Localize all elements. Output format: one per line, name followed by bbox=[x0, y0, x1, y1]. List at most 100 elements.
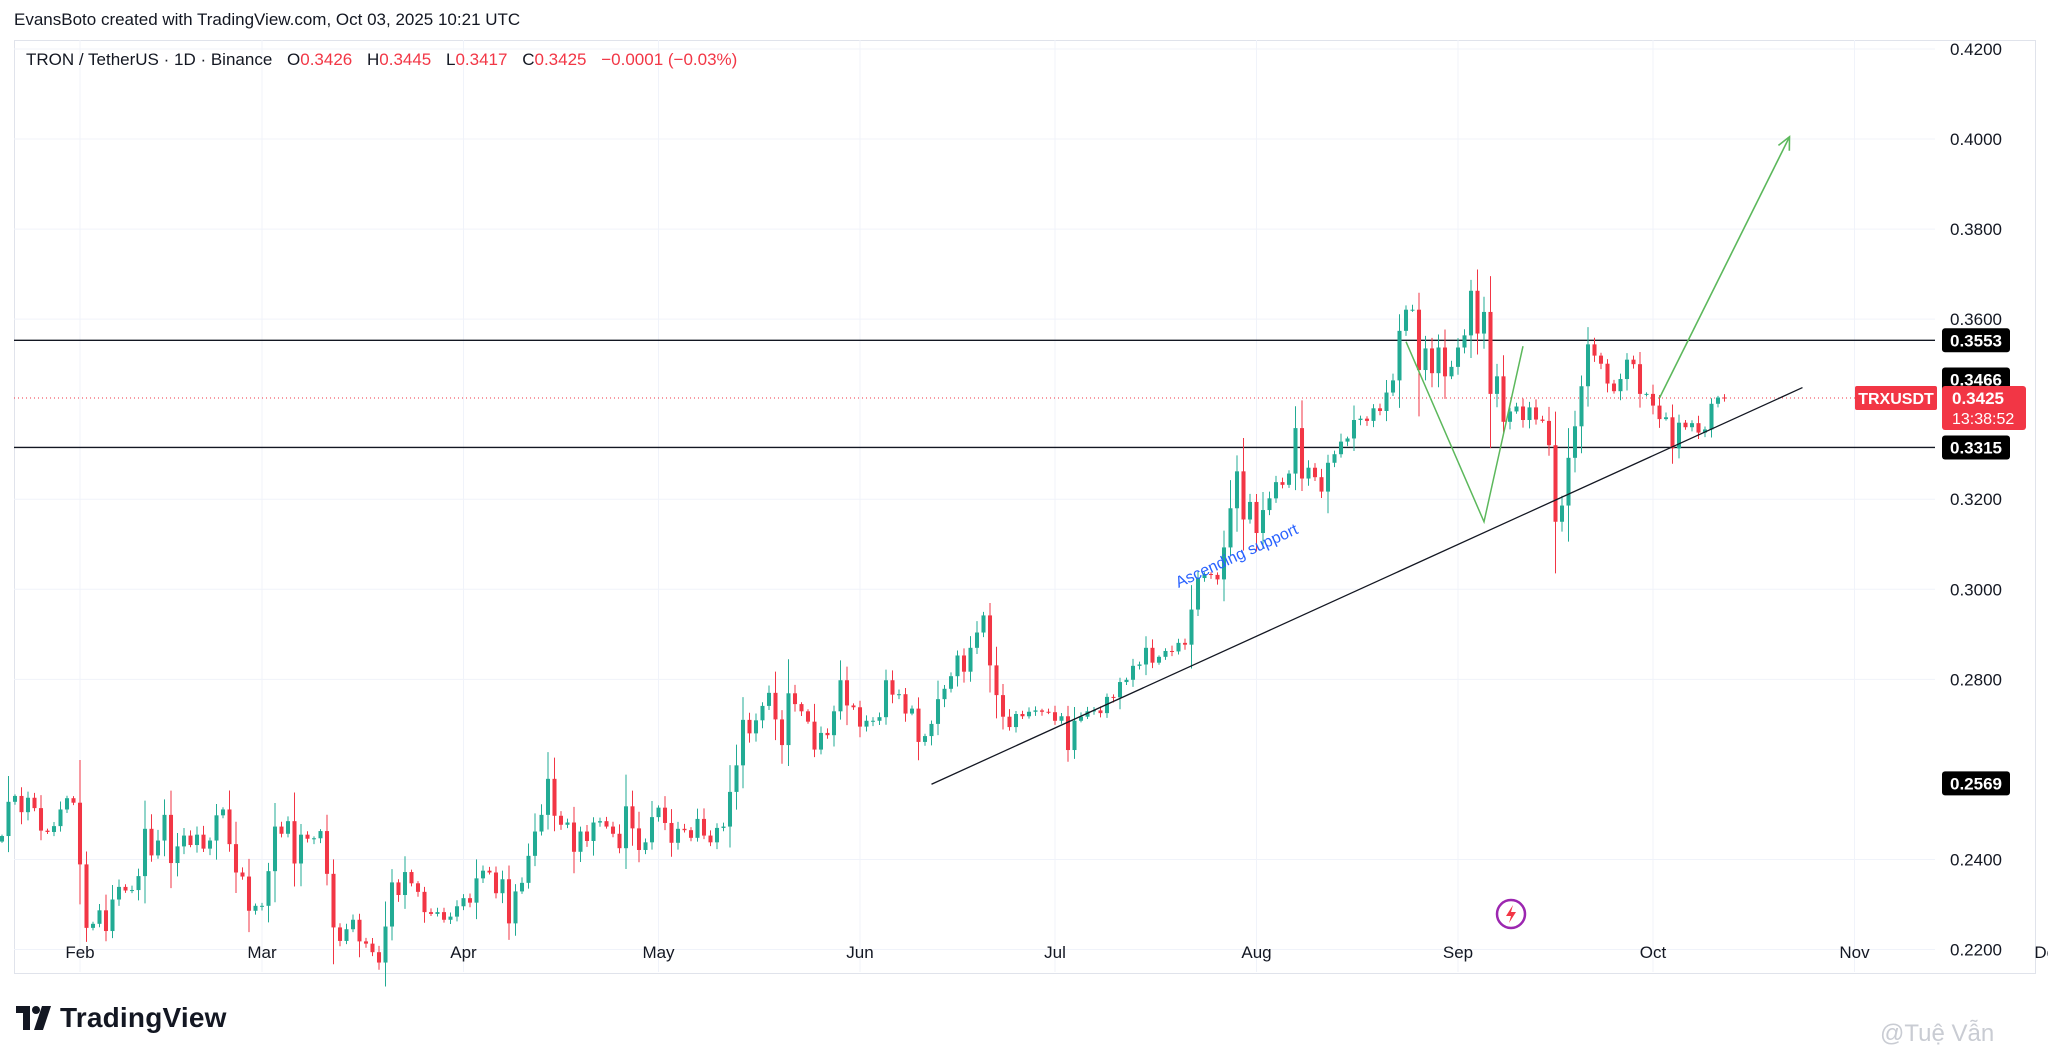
candle-body bbox=[1124, 679, 1129, 683]
candle-body bbox=[1332, 454, 1337, 463]
candle-body bbox=[214, 815, 219, 841]
candle bbox=[1332, 450, 1337, 468]
candle-body bbox=[422, 891, 427, 913]
candle-body bbox=[227, 809, 232, 845]
candle-body bbox=[1293, 428, 1298, 474]
candle bbox=[922, 733, 928, 746]
countdown-label: 13:38:52 bbox=[1952, 411, 2014, 428]
candle-body bbox=[987, 615, 993, 666]
x-tick-label: Dec bbox=[2034, 943, 2048, 962]
candlestick-chart[interactable]: Ascending support Feb Mar Apr May Jun Jul Aug S… bbox=[0, 0, 2048, 1000]
candle bbox=[799, 702, 804, 716]
candle-body bbox=[636, 828, 642, 850]
candle bbox=[1156, 655, 1162, 665]
candle bbox=[149, 814, 154, 862]
candle-body bbox=[1676, 422, 1682, 449]
candle-body bbox=[1657, 405, 1662, 420]
candle bbox=[526, 843, 531, 889]
candle bbox=[1039, 708, 1045, 716]
candle bbox=[935, 680, 941, 736]
candle bbox=[0, 834, 5, 843]
y-tick-label: 0.4000 bbox=[1950, 130, 2002, 149]
candle-body bbox=[129, 890, 135, 892]
candle-body bbox=[1306, 467, 1311, 479]
candle-body bbox=[279, 826, 284, 834]
candle bbox=[688, 827, 694, 842]
projection-arrow-line bbox=[1658, 136, 1791, 399]
candle bbox=[630, 790, 635, 846]
candle-body bbox=[955, 655, 960, 677]
candle-body bbox=[1455, 347, 1461, 367]
candle bbox=[1644, 392, 1649, 397]
candle bbox=[1319, 468, 1324, 498]
candle bbox=[188, 830, 193, 848]
chart-attribution: EvansBoto created with TradingView.com, … bbox=[14, 10, 521, 29]
candle-body bbox=[467, 898, 473, 903]
candle-body bbox=[844, 680, 850, 706]
change-value: −0.0001 (−0.03%) bbox=[601, 50, 738, 69]
candle-body bbox=[311, 838, 317, 840]
chart-area[interactable] bbox=[14, 40, 2036, 974]
candle-body bbox=[1468, 290, 1474, 336]
candle bbox=[753, 713, 759, 742]
candle bbox=[506, 865, 512, 940]
candle bbox=[1072, 706, 1077, 759]
candle bbox=[1098, 706, 1103, 718]
candle bbox=[987, 602, 993, 693]
candle bbox=[968, 636, 973, 682]
candle-body bbox=[500, 879, 505, 894]
candle-body bbox=[1072, 720, 1077, 751]
candle-body bbox=[695, 818, 700, 838]
candle bbox=[409, 869, 414, 887]
candle-body bbox=[617, 833, 622, 849]
candle-body bbox=[1702, 429, 1708, 433]
candle-body bbox=[1176, 642, 1181, 652]
candle-body bbox=[682, 828, 687, 831]
candle-body bbox=[526, 855, 531, 883]
high-value: 0.3445 bbox=[379, 50, 432, 69]
candle-body bbox=[162, 814, 167, 841]
candle bbox=[701, 808, 707, 840]
candle-body bbox=[233, 844, 239, 873]
tradingview-logo[interactable]: TradingView bbox=[16, 1000, 227, 1036]
lightning-icon[interactable] bbox=[1494, 897, 1528, 936]
candle-body bbox=[545, 778, 551, 815]
candle-body bbox=[487, 870, 492, 873]
candle bbox=[110, 884, 115, 939]
candle-body bbox=[45, 830, 50, 832]
candle-body bbox=[1410, 309, 1415, 311]
tradingview-wordmark: TradingView bbox=[60, 1002, 227, 1033]
price-levels bbox=[14, 339, 1935, 449]
y-tick-label: 0.3800 bbox=[1950, 220, 2002, 239]
candle-body bbox=[1611, 383, 1617, 392]
candle bbox=[175, 833, 180, 877]
candle-body bbox=[194, 834, 200, 846]
candle-body bbox=[51, 826, 57, 832]
candle-body bbox=[506, 879, 512, 924]
candle-body bbox=[344, 929, 349, 941]
candle bbox=[1241, 437, 1246, 551]
candle bbox=[792, 684, 798, 712]
candle bbox=[1000, 684, 1006, 730]
candle-body bbox=[1475, 290, 1480, 334]
x-tick-label: Apr bbox=[450, 943, 477, 962]
candle bbox=[415, 881, 421, 897]
candle bbox=[610, 821, 616, 838]
candle bbox=[1163, 648, 1168, 660]
level-tag-box bbox=[1942, 367, 2010, 392]
candle bbox=[1130, 658, 1136, 687]
candle-body bbox=[649, 817, 655, 843]
candle-body bbox=[662, 807, 668, 823]
candle bbox=[467, 893, 473, 908]
candle bbox=[32, 792, 37, 812]
candle bbox=[1592, 337, 1597, 362]
candle-body bbox=[675, 828, 681, 843]
candle-body bbox=[1488, 311, 1493, 394]
y-tick-label: 0.4200 bbox=[1950, 40, 2002, 59]
candle-body bbox=[1273, 482, 1279, 499]
candle bbox=[539, 804, 544, 836]
candle-body bbox=[1585, 344, 1591, 387]
candle bbox=[1657, 395, 1662, 428]
candle-body bbox=[1709, 403, 1714, 430]
candle bbox=[1514, 402, 1519, 414]
